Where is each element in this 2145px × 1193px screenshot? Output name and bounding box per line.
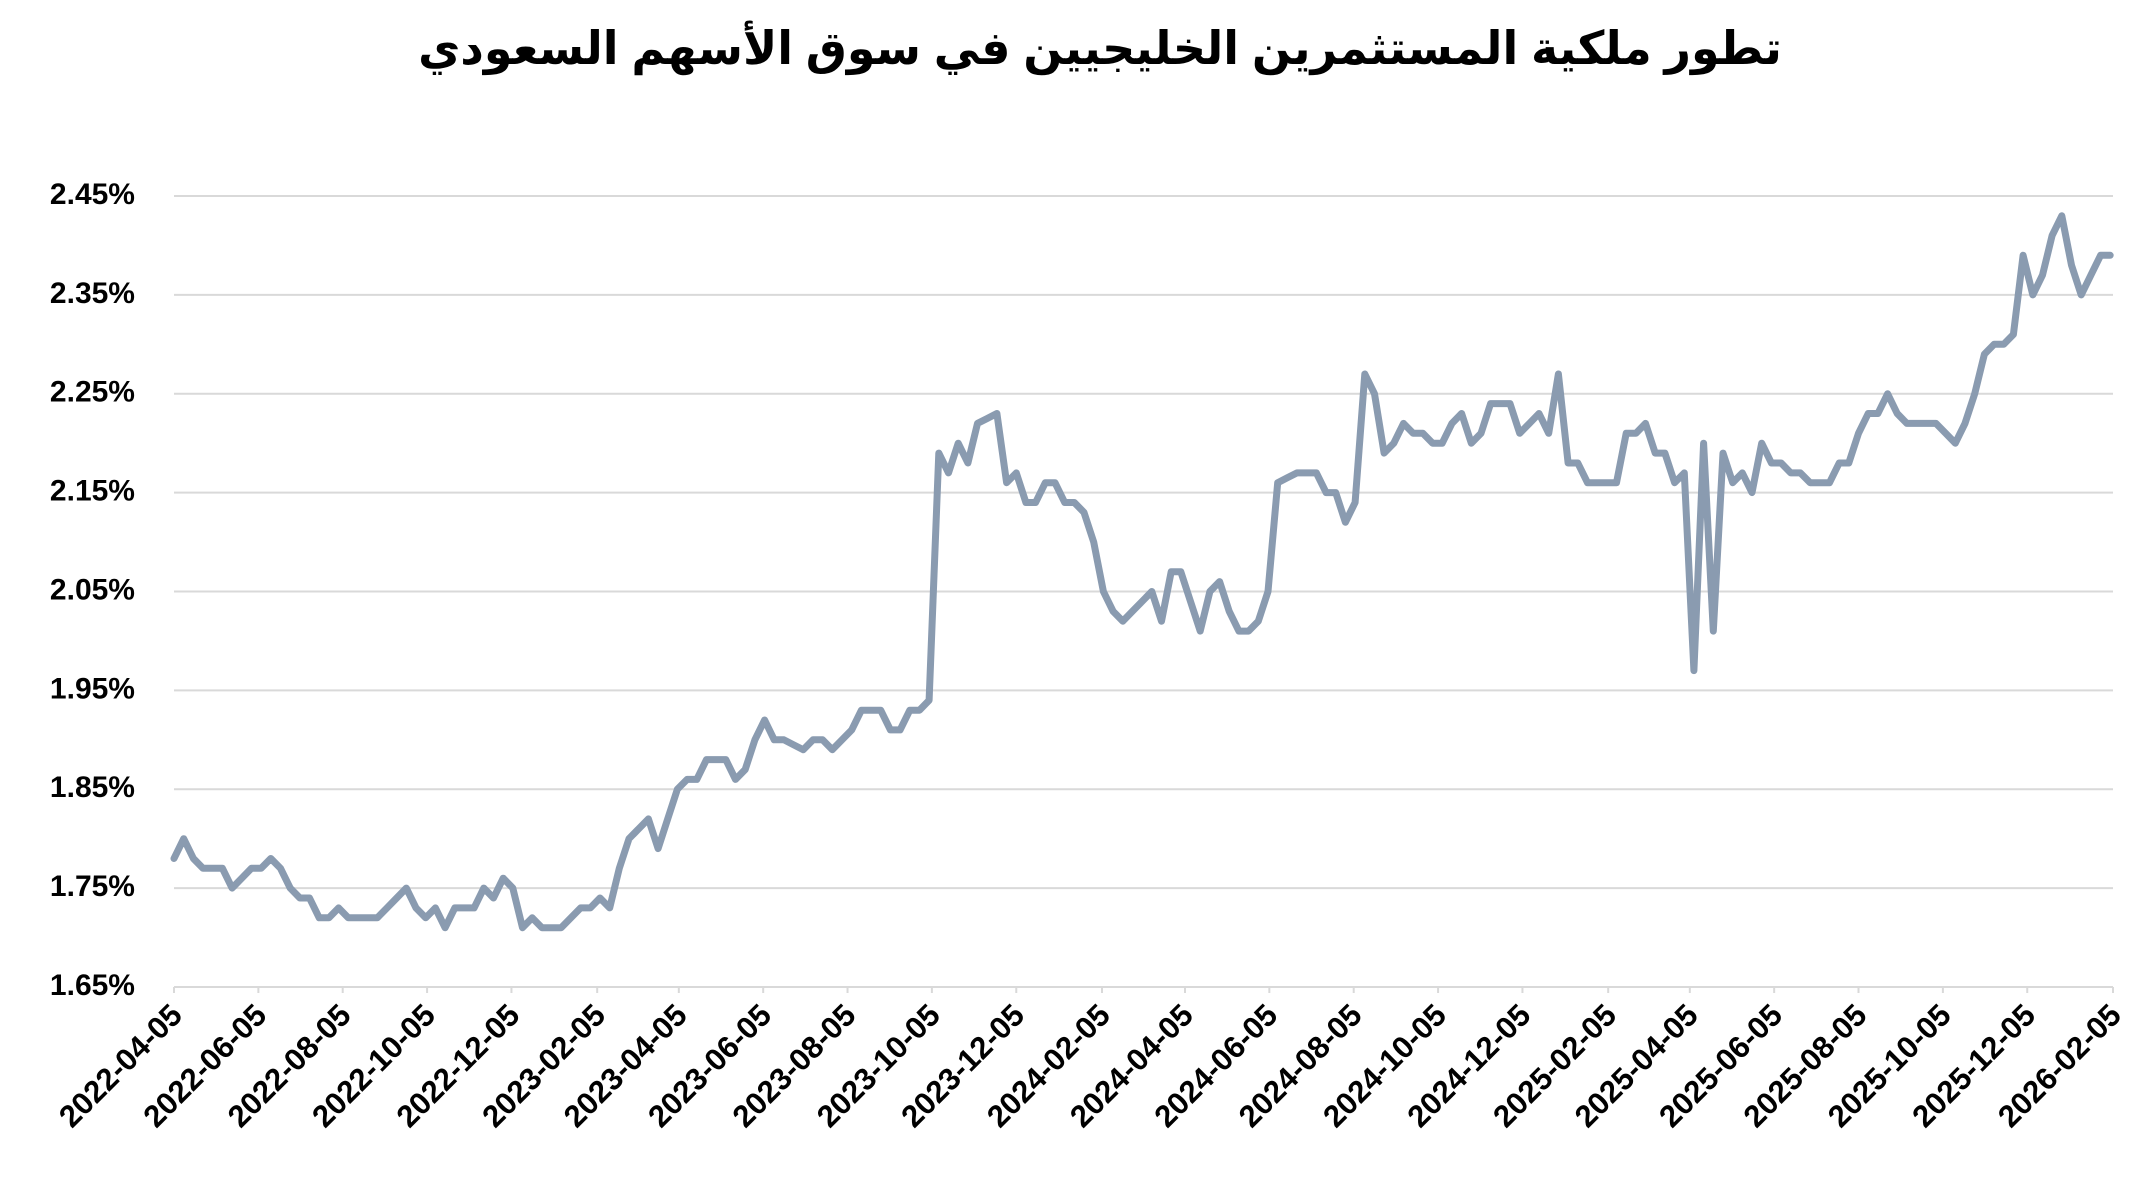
y-tick-label: 2.25%	[50, 376, 135, 409]
y-tick-label: 1.85%	[50, 771, 135, 804]
y-tick-label: 2.05%	[50, 573, 135, 606]
data-line	[170, 212, 2114, 932]
chart-title: تطور ملكية المستثمرين الخليجيين في سوق ا…	[418, 20, 1782, 75]
y-tick-label: 2.45%	[50, 178, 135, 211]
y-tick-label: 2.35%	[50, 277, 135, 310]
y-tick-label: 1.75%	[50, 870, 135, 903]
y-tick-label: 2.15%	[50, 475, 135, 508]
y-tick-label: 1.65%	[50, 969, 135, 1002]
y-tick-label: 1.95%	[50, 672, 135, 705]
